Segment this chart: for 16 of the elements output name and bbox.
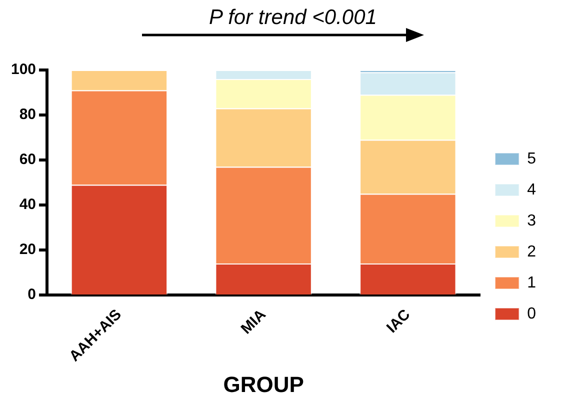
text: P for trend <0.001 bbox=[208, 6, 378, 30]
legend-label: 4 bbox=[527, 181, 536, 198]
legend-label: 2 bbox=[527, 243, 536, 260]
y-tick-label: 60 bbox=[19, 151, 36, 168]
x-axis-title: GROUP bbox=[223, 372, 304, 397]
legend-label: 5 bbox=[527, 150, 536, 168]
legend-label: 3 bbox=[527, 212, 536, 230]
y-tick-label: 20 bbox=[19, 241, 36, 258]
x-tick-label: IAC bbox=[383, 306, 414, 336]
x-tick-label: MIA bbox=[238, 306, 270, 338]
y-tick-label: 0 bbox=[28, 286, 36, 304]
y-tick-label: 80 bbox=[19, 106, 36, 124]
legend-label: 1 bbox=[527, 274, 536, 292]
legend-label: 0 bbox=[527, 305, 536, 322]
y-tick-label: 100 bbox=[10, 61, 36, 78]
y-tick-label: 40 bbox=[19, 196, 36, 214]
